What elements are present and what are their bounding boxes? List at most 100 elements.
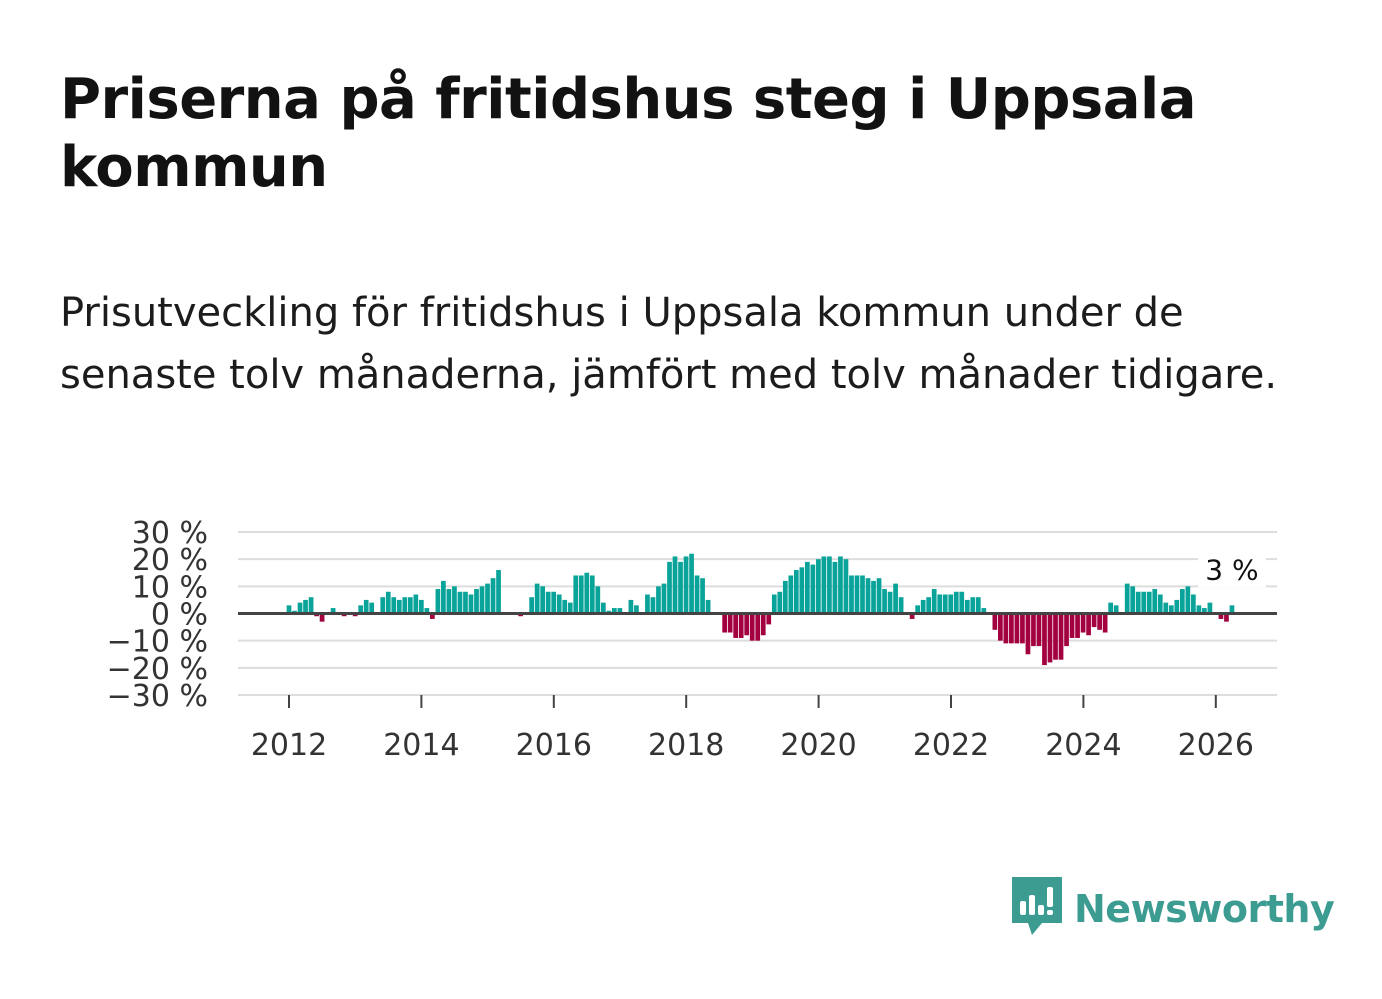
bar	[964, 599, 970, 614]
bar	[1058, 613, 1064, 660]
bar	[667, 561, 672, 614]
bar	[782, 580, 788, 614]
bar	[407, 597, 413, 614]
bar	[479, 586, 485, 614]
bar	[838, 556, 843, 614]
bar	[358, 605, 364, 614]
chart-subtitle: Prisutveckling för fritidshus i Uppsala …	[60, 290, 1278, 398]
bar	[1157, 594, 1163, 614]
bars	[286, 553, 1235, 666]
x-tick-label: 2020	[780, 728, 856, 763]
bar	[1069, 613, 1075, 638]
bar	[496, 570, 501, 614]
bar	[694, 575, 700, 614]
bar	[700, 578, 705, 614]
bar	[1091, 613, 1097, 628]
bar	[529, 597, 534, 614]
bar	[1113, 605, 1119, 614]
bar	[1102, 613, 1108, 633]
bar	[1130, 586, 1136, 614]
x-tick-label: 2018	[648, 728, 724, 763]
bar	[1020, 613, 1025, 644]
bar	[303, 599, 308, 614]
bar	[1179, 589, 1185, 614]
bar	[975, 597, 981, 614]
y-tick-label: 0 %	[151, 598, 208, 633]
y-tick-label: −10 %	[107, 625, 208, 660]
bar	[385, 591, 391, 614]
bar	[683, 556, 689, 614]
bar	[1053, 613, 1058, 660]
x-tick-label: 2016	[516, 728, 592, 763]
bar	[441, 580, 446, 614]
bar	[1064, 613, 1069, 647]
bar	[402, 597, 408, 614]
bar	[396, 599, 402, 614]
bar	[435, 589, 441, 614]
bar	[1086, 613, 1091, 636]
bar	[887, 591, 893, 614]
x-tick-label: 2022	[913, 728, 989, 763]
gridlines	[238, 531, 1277, 696]
bar	[705, 599, 711, 614]
bar	[793, 570, 799, 614]
bar	[1152, 589, 1158, 614]
x-tick-label: 2024	[1045, 728, 1121, 763]
bar	[1036, 613, 1042, 647]
bar	[1163, 602, 1169, 614]
bar	[749, 613, 755, 641]
bar	[672, 556, 678, 614]
bar	[865, 578, 871, 614]
bar	[760, 613, 766, 636]
bar	[843, 559, 849, 614]
bar	[611, 608, 617, 614]
bar	[567, 602, 573, 614]
bar	[1080, 613, 1086, 633]
bar	[308, 597, 314, 614]
bar	[860, 575, 865, 614]
bar	[1218, 613, 1224, 619]
bar	[474, 589, 479, 614]
bar	[363, 599, 369, 614]
bar	[645, 594, 650, 614]
bar	[1224, 613, 1229, 622]
brand-logo[interactable]: Newsworthy	[1012, 877, 1335, 941]
bar	[589, 575, 595, 614]
bar	[1075, 613, 1080, 638]
bar	[656, 586, 661, 614]
bar	[1025, 613, 1031, 655]
bar	[578, 575, 584, 614]
bar	[959, 591, 965, 614]
brand-name: Newsworthy	[1074, 887, 1335, 931]
bar	[573, 575, 579, 614]
bar	[771, 594, 777, 614]
bar	[1097, 613, 1102, 630]
bar	[898, 597, 904, 614]
bar	[992, 613, 998, 630]
bar	[545, 591, 551, 614]
bar	[854, 575, 860, 614]
bar	[738, 613, 744, 638]
bar	[810, 564, 816, 614]
bar	[1009, 613, 1014, 644]
bar	[882, 589, 887, 614]
annotation: 3 %	[1197, 551, 1266, 588]
bar	[871, 580, 876, 614]
bar	[600, 602, 606, 614]
bar	[998, 613, 1003, 641]
bar	[788, 575, 794, 614]
bar	[1141, 591, 1147, 614]
bar	[650, 597, 656, 614]
bar	[319, 613, 325, 622]
bar	[490, 578, 496, 614]
bar	[1191, 594, 1196, 614]
bar	[689, 553, 694, 614]
bar	[457, 591, 463, 614]
bar	[286, 605, 292, 614]
newsworthy-logo-icon	[1012, 877, 1062, 941]
bar	[430, 613, 435, 619]
x-axis-ticks: 2012 2014 2016 2018 2020 2022 2024 2026	[251, 695, 1254, 763]
bar	[1031, 613, 1036, 647]
annotation-label: 3 %	[1205, 553, 1258, 586]
